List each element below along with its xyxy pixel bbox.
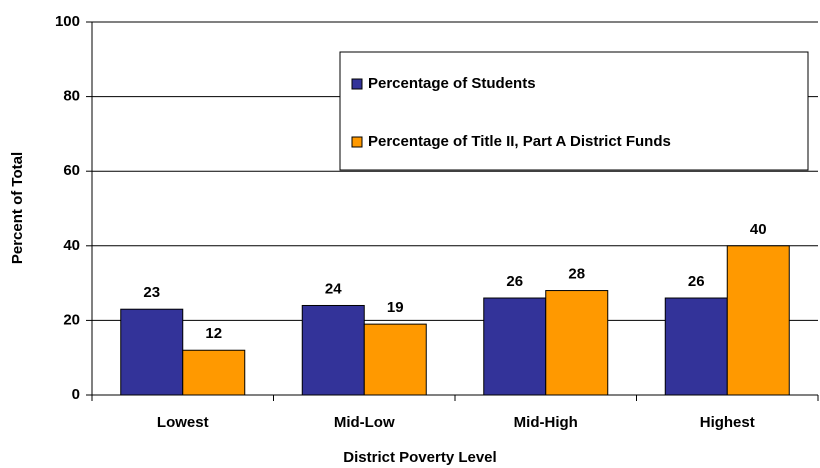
- y-tick-label: 0: [72, 386, 80, 403]
- bar: [545, 290, 609, 396]
- value-label: 28: [568, 266, 585, 283]
- y-tick-label: 40: [63, 237, 80, 254]
- x-tick-label: Lowest: [157, 414, 209, 431]
- legend-label: Percentage of Students: [368, 75, 536, 92]
- value-label: 19: [387, 299, 404, 316]
- value-label: 12: [205, 325, 222, 342]
- legend-swatch: [351, 78, 363, 90]
- bar: [182, 349, 246, 396]
- bar: [726, 245, 790, 396]
- x-tick-label: Highest: [700, 414, 755, 431]
- y-tick-label: 60: [63, 162, 80, 179]
- bar: [664, 297, 728, 396]
- value-label: 40: [750, 221, 767, 238]
- value-label: 26: [506, 273, 523, 290]
- legend-label: Percentage of Title II, Part A District …: [368, 133, 671, 150]
- x-tick-label: Mid-Low: [334, 414, 395, 431]
- value-label: 24: [325, 280, 342, 297]
- legend-swatch: [351, 136, 363, 148]
- value-label: 26: [688, 273, 705, 290]
- x-axis-title: District Poverty Level: [343, 449, 496, 466]
- y-tick-label: 80: [63, 88, 80, 105]
- y-axis-title: Percent of Total: [9, 152, 26, 264]
- bar: [483, 297, 547, 396]
- legend-box: [339, 51, 809, 171]
- y-tick-label: 100: [55, 13, 80, 30]
- bar: [363, 323, 427, 396]
- bar: [120, 308, 184, 396]
- x-tick-label: Mid-High: [514, 414, 578, 431]
- bar: [301, 304, 365, 396]
- value-label: 23: [143, 284, 160, 301]
- y-tick-label: 20: [63, 311, 80, 328]
